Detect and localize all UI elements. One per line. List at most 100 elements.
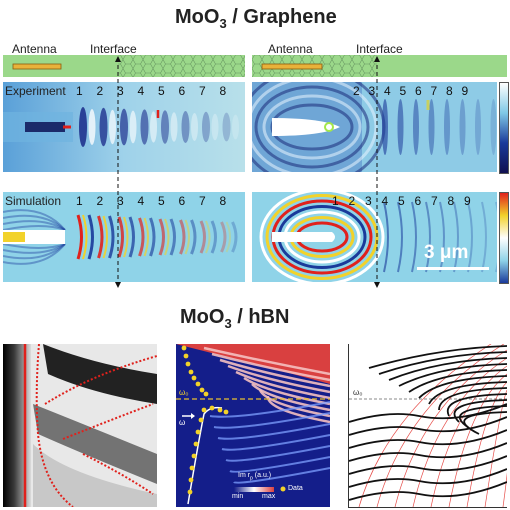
antenna-bar-right [261, 63, 323, 70]
legend-colorbar [234, 487, 274, 492]
fringe-number: 6 [178, 194, 186, 208]
fringe-number: 2 [353, 84, 360, 98]
black-curve-lower [349, 403, 507, 423]
black-curve-upper [428, 381, 507, 405]
simulation-fringes-left [3, 209, 238, 265]
black-curve-upper [463, 411, 507, 435]
sim-fringe-blue [169, 218, 176, 256]
sim-fringe-blue [231, 221, 238, 253]
exp-fringe-light [232, 114, 239, 140]
lower-band [225, 445, 330, 462]
halo-ring [254, 85, 370, 169]
fringe-number: 4 [137, 84, 145, 98]
black-curve-upper [438, 387, 507, 411]
sim-fringe-red [158, 218, 165, 256]
exp-fringe-light [211, 113, 219, 141]
black-curve-upper [378, 351, 507, 375]
exp-fringe-dark [181, 111, 190, 143]
sim-fringe-right [383, 201, 389, 273]
fringe-number: 4 [137, 194, 145, 208]
imrp-map-panel: ω₀ ω Im rp (a.u.) min max Data [176, 344, 330, 507]
exp-fringe-dark [79, 107, 87, 147]
data-point [193, 441, 199, 447]
top-title: MoO3 / Graphene [175, 6, 337, 31]
exp-fringe-dark [222, 112, 231, 142]
fringe-number: 3 [117, 194, 124, 208]
fringe-number: 3 [365, 194, 372, 208]
sim-fringe-yellow [123, 216, 129, 258]
scale-bar [417, 267, 489, 270]
sim-fringe-right [397, 201, 403, 273]
exp-fringe-right [397, 99, 404, 155]
exp-fringe-light [170, 112, 178, 142]
fringe-number: 7 [431, 194, 438, 208]
experiment-fringes-left [79, 107, 239, 147]
data-point [195, 381, 201, 387]
fringe-number: 6 [415, 84, 422, 98]
black-curve-lower [349, 442, 507, 462]
fringe-number: 8 [219, 194, 227, 208]
black-curve-lower [349, 455, 507, 475]
exp-fringe-dark [120, 108, 128, 146]
lower-band [229, 456, 330, 473]
exp-fringe-light [150, 111, 157, 143]
sim-fringe-blue [210, 220, 217, 254]
fringe-number: 8 [219, 84, 227, 98]
antenna-sim-right [272, 232, 335, 242]
fringe-number: 8 [446, 84, 453, 98]
sim-fringe-red [220, 221, 227, 253]
interface-label-left: Interface [90, 42, 137, 56]
imrp-bands [203, 346, 330, 484]
experiment-fringes-right [382, 99, 497, 155]
sim-fringe-yellow [205, 220, 211, 254]
fringe-number: 1 [76, 194, 83, 208]
simulation-map-right: 3 μm [252, 192, 497, 282]
upper-band [203, 346, 330, 376]
black-curve-lower [349, 481, 507, 501]
sim-fringe-right [453, 201, 459, 273]
red-line [502, 398, 507, 507]
fringe-number: 3 [368, 84, 376, 98]
sim-fringe-blue [128, 216, 135, 258]
antenna-bar-left [12, 63, 62, 70]
data-point [187, 489, 193, 495]
sim-fringe-red [97, 215, 104, 259]
sim-fringe-red [138, 217, 145, 257]
omega0-label-right: ω₀ [353, 388, 363, 397]
data-point [191, 375, 197, 381]
data-point [209, 405, 215, 411]
data-point [191, 453, 197, 459]
lower-band [209, 401, 330, 418]
upper-band [211, 352, 330, 382]
black-curve-upper [368, 345, 507, 369]
antenna-tip-left [25, 122, 65, 132]
exp-fringe-dark [99, 107, 108, 147]
fringe-number: 3 [117, 84, 124, 98]
data-point [199, 387, 205, 393]
sim-fringe-yellow [225, 221, 231, 253]
fringe-number: 1 [332, 194, 339, 208]
sim-fringe-blue [108, 215, 115, 259]
exp-fringe-dark [202, 111, 210, 143]
red-line [376, 344, 505, 507]
lower-band [233, 467, 330, 484]
colorbar-simulation [499, 192, 509, 284]
sim-fringe-right [467, 201, 473, 273]
upper-band [235, 370, 330, 400]
sim-ring-right [259, 192, 385, 282]
exp-fringe-right [428, 99, 435, 155]
data-points [181, 345, 229, 495]
fringe-number: 5 [399, 84, 407, 98]
simulation-map-left [3, 192, 245, 282]
interface-lines [115, 56, 380, 288]
exp-fringe-right [459, 99, 466, 155]
data-point [185, 361, 191, 367]
omega0-label-mid: ω₀ [179, 388, 189, 397]
sim-fringe-red [179, 219, 186, 255]
lower-band [213, 412, 330, 429]
exp-fringe-dark [161, 110, 169, 144]
data-point [223, 409, 229, 415]
sim-fringe-yellow [164, 218, 170, 256]
legend-data: Data [288, 485, 303, 492]
data-point [203, 391, 209, 397]
